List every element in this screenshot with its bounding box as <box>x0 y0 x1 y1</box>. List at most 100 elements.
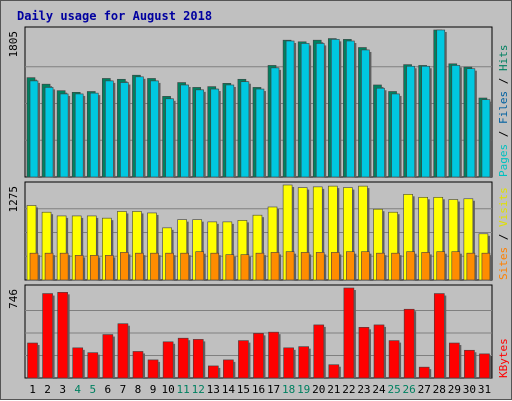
bar-shadow <box>442 199 445 280</box>
bar-shadow <box>81 217 84 280</box>
x-tick-7: 7 <box>120 383 127 396</box>
bar-visits-sites-16 <box>255 252 265 281</box>
x-tick-24: 24 <box>372 383 386 396</box>
bar-visits-sites-1 <box>29 252 39 281</box>
bar-shadow <box>128 254 131 280</box>
bar-hits-files-9 <box>150 80 159 178</box>
bar-kbytes-kbytes-25 <box>388 340 400 379</box>
bar-visits-sites-13 <box>210 252 220 281</box>
bar-shadow <box>427 199 430 280</box>
bar-shadow <box>203 253 206 280</box>
bar-shadow <box>263 255 266 280</box>
x-tick-19: 19 <box>297 383 310 396</box>
bar-shadow <box>474 352 477 378</box>
bar-shadow <box>354 253 357 280</box>
bar-shadow <box>52 295 55 378</box>
bar-hits-files-15 <box>240 81 250 178</box>
bar-shadow <box>353 290 356 378</box>
bar-shadow <box>97 354 100 378</box>
bar-shadow <box>127 325 130 378</box>
bar-shadow <box>218 255 221 280</box>
bar-visits-sites-6 <box>105 255 114 281</box>
x-tick-20: 20 <box>312 383 325 396</box>
bar-shadow <box>188 255 191 280</box>
bar-shadow <box>412 196 415 280</box>
bar-shadow <box>156 214 159 280</box>
bar-hits-files-30 <box>466 68 476 178</box>
bar-shadow <box>126 213 129 280</box>
bar-shadow <box>444 32 447 177</box>
x-tick-31: 31 <box>478 383 491 396</box>
bar-shadow <box>68 255 71 280</box>
bar-shadow <box>82 349 85 378</box>
bar-shadow <box>339 254 342 280</box>
bar-shadow <box>354 42 357 177</box>
bar-hits-files-1 <box>29 80 39 178</box>
x-tick-14: 14 <box>222 383 236 396</box>
x-tick-2: 2 <box>44 383 51 396</box>
bar-shadow <box>367 188 370 280</box>
bar-visits-sites-25 <box>391 252 400 281</box>
bar-kbytes-kbytes-24 <box>373 324 385 379</box>
bar-shadow <box>113 82 116 177</box>
bar-kbytes-kbytes-9 <box>147 359 159 379</box>
x-tick-22: 22 <box>342 383 355 396</box>
bar-shadow <box>38 255 40 280</box>
bar-visits-sites-9 <box>150 252 159 281</box>
bar-shadow <box>414 68 417 177</box>
bar-hits-files-8 <box>135 76 144 178</box>
chart-title: Daily usage for August 2018 <box>17 9 212 23</box>
bar-shadow <box>203 91 206 177</box>
legend-item-sites: Sites <box>497 247 510 280</box>
bar-hits-files-3 <box>59 93 69 178</box>
legend-kbytes: KBytes <box>497 338 510 378</box>
x-tick-26: 26 <box>403 383 416 396</box>
bar-shadow <box>308 348 311 378</box>
bar-shadow <box>322 188 325 280</box>
x-tick-15: 15 <box>237 383 250 396</box>
bar-shadow <box>472 200 475 280</box>
legend-item-hits: Hits <box>497 45 510 72</box>
bar-shadow <box>489 101 492 177</box>
ymax-label-kbytes: 746 <box>7 289 20 309</box>
x-tick-25: 25 <box>387 383 400 396</box>
bar-hits-files-25 <box>391 93 400 178</box>
bar-visits-sites-15 <box>240 254 250 281</box>
bar-shadow <box>83 95 86 177</box>
bar-shadow <box>292 187 295 280</box>
x-tick-10: 10 <box>161 383 174 396</box>
bar-shadow <box>444 253 447 280</box>
bar-shadow <box>233 361 236 378</box>
bar-shadow <box>399 95 402 177</box>
x-tick-28: 28 <box>433 383 446 396</box>
bar-shadow <box>188 86 191 177</box>
bar-shadow <box>111 220 114 280</box>
bar-shadow <box>263 335 266 378</box>
bar-shadow <box>66 217 69 280</box>
bar-shadow <box>158 82 161 177</box>
bar-shadow <box>414 311 417 378</box>
bar-kbytes-kbytes-28 <box>433 293 445 379</box>
bar-shadow <box>384 255 387 280</box>
ymax-label-visits: 1275 <box>7 186 20 213</box>
bar-shadow <box>218 91 221 177</box>
bar-shadow <box>248 256 251 280</box>
bar-visits-sites-30 <box>466 252 476 281</box>
bar-shadow <box>399 255 402 280</box>
bar-visits-sites-23 <box>361 251 370 281</box>
bar-shadow <box>83 257 86 280</box>
x-tick-9: 9 <box>150 383 157 396</box>
bar-shadow <box>248 342 251 378</box>
bar-hits-files-28 <box>436 29 446 178</box>
bar-shadow <box>337 188 340 280</box>
legend-item-kbytes: KBytes <box>497 338 510 378</box>
bar-shadow <box>369 51 372 177</box>
bar-visits-sites-26 <box>406 251 415 281</box>
bar-hits-files-16 <box>255 88 265 178</box>
bar-kbytes-kbytes-31 <box>479 353 490 379</box>
bar-shadow <box>233 86 236 177</box>
bar-shadow <box>142 353 145 378</box>
bar-visits-sites-5 <box>89 255 99 281</box>
bar-kbytes-kbytes-18 <box>283 347 294 379</box>
